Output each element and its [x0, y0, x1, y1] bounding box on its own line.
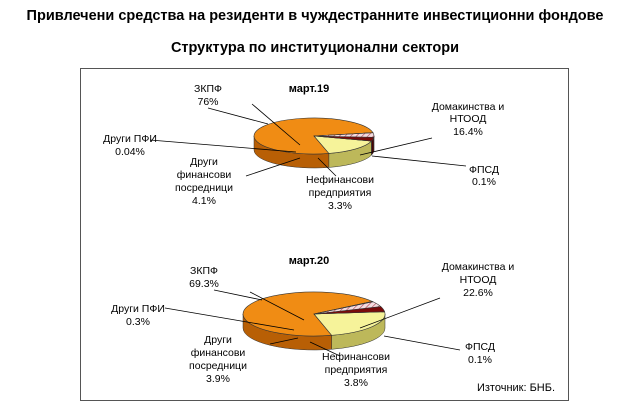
- pie-2-label-nonfin-value: 3.8%: [344, 377, 368, 389]
- pie-2-label-otherpfi-value: 0.3%: [126, 316, 150, 328]
- pie-2-leader-line: [359, 297, 441, 329]
- pie-1-label-households-value: 16.4%: [453, 126, 483, 138]
- pie-2-label-households-name: Домакинства и: [442, 261, 515, 273]
- source-note: Източник: БНБ.: [477, 382, 555, 394]
- pie-1-leader-line: [317, 157, 337, 177]
- pie-2-label-otherfin-name-3: посредници: [189, 360, 247, 372]
- chart-subtitle: Структура по институционални сектори: [170, 40, 460, 56]
- pie-2-leader-line: [309, 341, 341, 357]
- pie-1-leader-line: [251, 103, 301, 146]
- pie-1-label-fpsd-value: 0.1%: [472, 176, 496, 188]
- pie-1-leader-line: [359, 137, 433, 156]
- pie-2-label-otherfin-name-1: Други: [204, 334, 232, 346]
- pie-1-leader-line: [371, 155, 467, 167]
- pie-1-leader-line: [149, 139, 297, 153]
- pie-1-slice-zkpf: [253, 117, 374, 155]
- chart-frame: [80, 68, 569, 401]
- pie-2-slice-zkpf: [242, 291, 374, 337]
- pie-1-label-households-name-2: НТООД: [450, 113, 487, 125]
- pie-2-label-otherpfi-name: Други ПФИ: [111, 303, 165, 315]
- pie-2-label-nonfin-name-1: Нефинансови: [322, 351, 390, 363]
- pie-1-label-otherfin-name-1: Други: [190, 156, 218, 168]
- pie-2-label-zkpf-value: 69.3%: [189, 278, 219, 290]
- pie-2-leader-line: [213, 289, 263, 301]
- pie-2-label-otherfin-value: 3.9%: [206, 373, 230, 385]
- pie-2-slice-other_pfi: [313, 301, 374, 315]
- pie-1-label-zkpf-value: 76%: [197, 96, 218, 108]
- pie-2-leader-line: [383, 335, 461, 351]
- pie-2-label-fpsd-value: 0.1%: [468, 354, 492, 366]
- pie-2-label-otherfin-name-2: финансови: [191, 347, 246, 359]
- pie-1-label-nonfin-value: 3.3%: [328, 200, 352, 212]
- pie-1-leader-line: [245, 157, 301, 177]
- pie-1-label-otherpfi-name: Други ПФИ: [103, 133, 157, 145]
- pie-1-label-otherpfi-value: 0.04%: [115, 146, 145, 158]
- pie-2-label-fpsd-name: ФПСД: [465, 341, 495, 353]
- pie-2-title: март.20: [289, 255, 329, 267]
- pie-2-label-households-value: 22.6%: [463, 287, 493, 299]
- pie-2-label-zkpf-name: ЗКПФ: [190, 265, 218, 277]
- pie-1-label-otherfin-name-2: финансови: [177, 169, 232, 181]
- pie-1-label-households-name: Домакинства и: [432, 101, 505, 113]
- pie-1-label-otherfin-value: 4.1%: [192, 195, 216, 207]
- pie-2-label-households-name-2: НТООД: [460, 274, 497, 286]
- pie-1-label-fpsd-name: ФПСД: [469, 164, 499, 176]
- pie-1-slice-other_pfi: [313, 132, 374, 137]
- pie-1-label-nonfin-name-2: предприятия: [309, 187, 372, 199]
- pie-1-title: март.19: [289, 83, 329, 95]
- pie-1-slice-households: [313, 135, 373, 154]
- pie-1-label-nonfin-name-1: Нефинансови: [306, 174, 374, 186]
- chart-title: Привлечени средства на резиденти в чужде…: [26, 8, 604, 24]
- pie-1-label-otherfin-name-3: посредници: [175, 182, 233, 194]
- pie-1-label-zkpf-name: ЗКПФ: [194, 83, 222, 95]
- pie-2-leader-line: [164, 307, 295, 331]
- pie-2-leader-line: [249, 291, 305, 321]
- pie-1-leader-line: [207, 107, 269, 125]
- pie-2-slice-households: [313, 311, 386, 336]
- pie-2-label-nonfin-name-2: предприятия: [325, 364, 388, 376]
- pie-2-leader-line: [269, 337, 299, 345]
